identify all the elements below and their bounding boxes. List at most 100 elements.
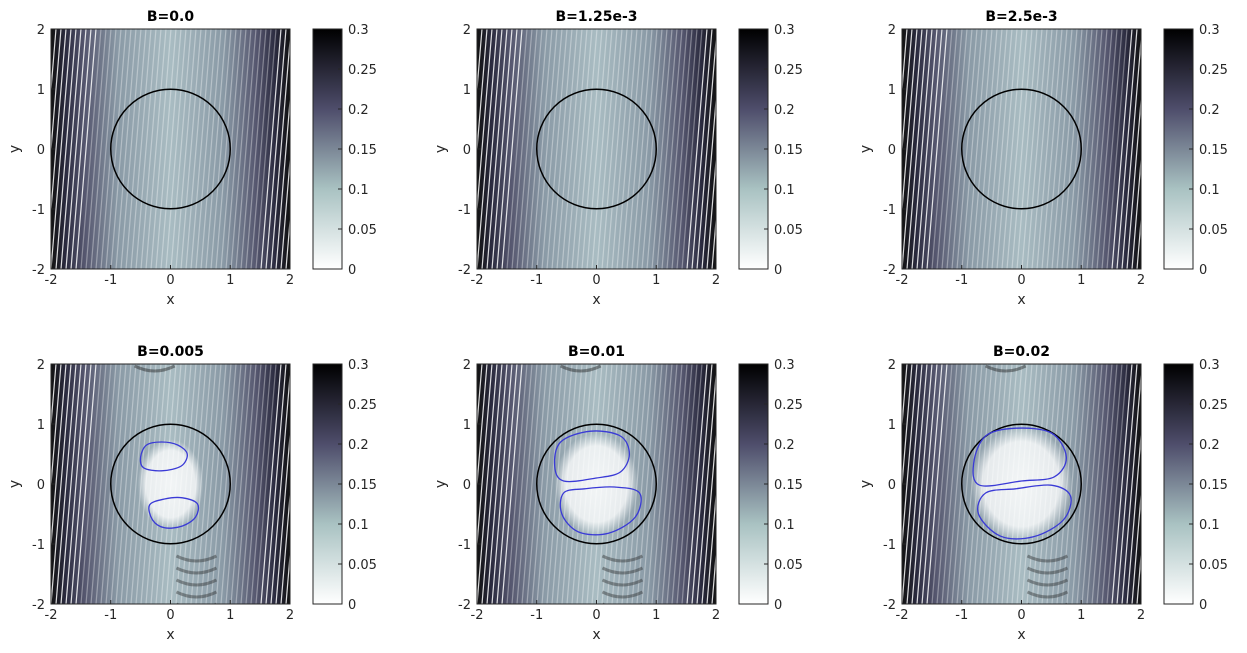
contour-1 bbox=[972, 427, 1067, 487]
x-tick-label: 1 bbox=[1077, 273, 1085, 288]
colorbar-tick-label: 0.3 bbox=[1199, 358, 1220, 373]
colorbar-tick-label: 0.05 bbox=[348, 223, 377, 238]
x-tick-label: 0 bbox=[166, 273, 174, 288]
wake-ripples bbox=[984, 364, 1069, 604]
x-tick-label: -2 bbox=[471, 273, 484, 288]
x-tick-label: -1 bbox=[530, 273, 543, 288]
y-tick-label: 1 bbox=[463, 83, 471, 98]
y-tick-label: 1 bbox=[37, 418, 45, 433]
y-tick-label: 2 bbox=[463, 23, 471, 38]
colorbar-tick-label: 0.05 bbox=[774, 558, 803, 573]
y-axis-label: y bbox=[7, 145, 23, 153]
x-tick-label: -1 bbox=[104, 273, 117, 288]
x-tick-label: -1 bbox=[955, 608, 968, 623]
colorbar-gradient bbox=[312, 28, 343, 270]
x-tick-label: 0 bbox=[1017, 608, 1025, 623]
colorbar: 0 0.05 0.1 0.15 0.2 0.25 0.3 bbox=[738, 23, 803, 278]
y-axis-label: y bbox=[433, 480, 449, 488]
x-tick-label: 2 bbox=[712, 608, 720, 623]
y-tick-label: 2 bbox=[37, 358, 45, 373]
colorbar: 0 0.05 0.1 0.15 0.2 0.25 0.3 bbox=[1163, 358, 1228, 613]
x-tick-label: 0 bbox=[592, 608, 600, 623]
colorbar-tick-label: 0.2 bbox=[1199, 103, 1220, 118]
colorbar-tick-label: 0.15 bbox=[1199, 478, 1228, 493]
colorbar-tick-label: 0.2 bbox=[1199, 438, 1220, 453]
colorbar-tick-label: 0.15 bbox=[774, 478, 803, 493]
subplot-6: -2-2 -1 -1 0 0 1 1 2 2 B=0.02 x y 0 0.05 0.1 0.15 0.2 0.2… bbox=[858, 344, 1228, 643]
x-axis-label: x bbox=[592, 292, 600, 308]
wake-ripples bbox=[133, 364, 218, 604]
y-tick-label: 2 bbox=[463, 358, 471, 373]
y-tick-label: 1 bbox=[888, 83, 896, 98]
colorbar-tick-label: 0.15 bbox=[348, 478, 377, 493]
colorbar-gradient bbox=[312, 363, 343, 605]
y-tick-label: 1 bbox=[463, 418, 471, 433]
y-tick-label: -2 bbox=[32, 263, 45, 278]
colorbar-tick-label: 0.1 bbox=[348, 183, 369, 198]
heatmap-field bbox=[477, 364, 716, 604]
colorbar-tick-label: 0.3 bbox=[774, 358, 795, 373]
subplot-5: -2-2 -1 -1 0 0 1 1 2 2 B=0.01 x y 0 0.05 0.1 0.15 0.2 0.2… bbox=[433, 344, 803, 643]
x-tick-label: 2 bbox=[1137, 273, 1145, 288]
colorbar-tick-label: 0.15 bbox=[774, 143, 803, 158]
colorbar-tick-label: 0 bbox=[348, 263, 356, 278]
x-tick-label: -2 bbox=[45, 608, 58, 623]
colorbar-tick-label: 0.25 bbox=[1199, 398, 1228, 413]
boundary-circle bbox=[961, 88, 1082, 210]
x-axis-label: x bbox=[1017, 292, 1025, 308]
contour-2 bbox=[977, 484, 1072, 540]
subplot-4: -2-2 -1 -1 0 0 1 1 2 2 B=0.005 x y 0 0.05 0.1 0.15 0.2 0.… bbox=[7, 344, 377, 643]
y-tick-label: -2 bbox=[32, 598, 45, 613]
colorbar-gradient bbox=[738, 28, 769, 270]
y-axis-label: y bbox=[7, 480, 23, 488]
colorbar-tick-label: 0.05 bbox=[348, 558, 377, 573]
y-tick-label: -1 bbox=[458, 203, 471, 218]
contour-2 bbox=[148, 496, 200, 529]
x-tick-label: -1 bbox=[955, 273, 968, 288]
colorbar-tick-label: 0.15 bbox=[1199, 143, 1228, 158]
y-tick-label: 1 bbox=[37, 83, 45, 98]
subplot-title: B=2.5e-3 bbox=[985, 9, 1057, 25]
colorbar-tick-label: 0.2 bbox=[774, 438, 795, 453]
y-tick-label: 0 bbox=[37, 478, 45, 493]
colorbar-tick-label: 0.3 bbox=[774, 23, 795, 38]
colorbar: 0 0.05 0.1 0.15 0.2 0.25 0.3 bbox=[738, 358, 803, 613]
y-axis-label: y bbox=[433, 145, 449, 153]
x-tick-label: -2 bbox=[471, 608, 484, 623]
y-tick-label: -1 bbox=[883, 203, 896, 218]
x-axis-label: x bbox=[166, 292, 174, 308]
x-tick-label: 1 bbox=[226, 273, 234, 288]
heatmap-background bbox=[51, 29, 290, 269]
x-axis-label: x bbox=[592, 627, 600, 643]
x-tick-label: 2 bbox=[286, 608, 294, 623]
colorbar-gradient bbox=[738, 363, 769, 605]
y-tick-label: -1 bbox=[458, 538, 471, 553]
subplot-title: B=0.0 bbox=[147, 9, 194, 25]
colorbar-tick-label: 0.2 bbox=[348, 438, 369, 453]
scattered-region bbox=[970, 427, 1073, 541]
wake-ripples bbox=[559, 364, 644, 604]
colorbar-tick-label: 0.1 bbox=[1199, 183, 1220, 198]
x-tick-label: -1 bbox=[530, 608, 543, 623]
y-tick-label: 0 bbox=[888, 143, 896, 158]
y-tick-label: 0 bbox=[37, 143, 45, 158]
x-tick-label: -1 bbox=[104, 608, 117, 623]
x-axis-label: x bbox=[1017, 627, 1025, 643]
subplot-title: B=0.005 bbox=[137, 344, 204, 360]
colorbar-tick-label: 0.1 bbox=[348, 518, 369, 533]
contour-1 bbox=[553, 430, 631, 483]
boundary-circle bbox=[536, 423, 657, 545]
boundary-circle bbox=[536, 88, 657, 210]
wave-fringes bbox=[51, 364, 290, 604]
y-tick-label: 2 bbox=[37, 23, 45, 38]
x-tick-label: 0 bbox=[1017, 273, 1025, 288]
colorbar-tick-label: 0.25 bbox=[774, 63, 803, 78]
subplot-title: B=0.01 bbox=[568, 344, 625, 360]
subplot-1: -2-2 -1 -1 0 0 1 1 2 2 B=0.0 x y 0 0.05 0.1 0.15 0.2 0.25… bbox=[7, 9, 377, 308]
x-tick-label: 0 bbox=[166, 608, 174, 623]
colorbar-tick-label: 0.05 bbox=[774, 223, 803, 238]
colorbar-gradient bbox=[1163, 363, 1194, 605]
y-tick-label: -2 bbox=[458, 263, 471, 278]
y-tick-label: -1 bbox=[883, 538, 896, 553]
